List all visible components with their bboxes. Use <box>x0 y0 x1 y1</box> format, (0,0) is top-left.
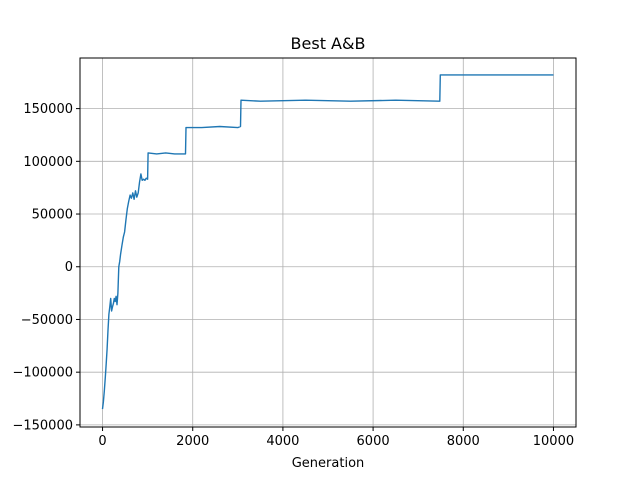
series-line-0 <box>101 74 554 410</box>
y-tick-label: 150000 <box>23 102 73 117</box>
y-tick-label: −50000 <box>21 313 73 328</box>
x-axis-ticks: 0 2000 4000 6000 8000 10000 <box>98 427 574 449</box>
x-tick-label: 8000 <box>447 434 480 449</box>
x-axis-label: Generation <box>292 456 365 471</box>
y-tick-label: −100000 <box>12 366 73 381</box>
y-tick-label: 100000 <box>23 155 73 170</box>
y-tick-label: 50000 <box>32 208 73 223</box>
y-axis-ticks: −150000 −100000 −50000 0 50000 100000 150000 <box>12 102 80 433</box>
x-tick-label: 2000 <box>176 434 209 449</box>
series-layer <box>101 74 554 410</box>
chart-title: Best A&B <box>291 34 366 53</box>
x-tick-label: 4000 <box>266 434 299 449</box>
x-tick-label: 10000 <box>533 434 574 449</box>
plot-frame <box>79 57 577 428</box>
y-tick-label: 0 <box>65 260 73 275</box>
x-tick-label: 0 <box>98 434 106 449</box>
x-tick-label: 6000 <box>357 434 390 449</box>
grid-lines <box>80 58 576 427</box>
y-tick-label: −150000 <box>12 418 73 433</box>
